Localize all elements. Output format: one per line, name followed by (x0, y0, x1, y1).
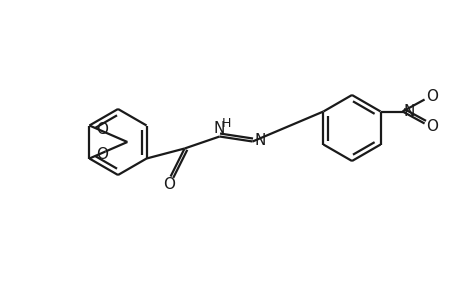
Text: O: O (96, 122, 108, 137)
Text: O: O (96, 147, 108, 162)
Text: O: O (425, 119, 437, 134)
Text: N: N (254, 133, 265, 148)
Text: N: N (403, 104, 414, 119)
Text: H: H (221, 116, 231, 130)
Text: O: O (163, 177, 175, 192)
Text: O: O (425, 89, 437, 104)
Text: N: N (213, 121, 225, 136)
